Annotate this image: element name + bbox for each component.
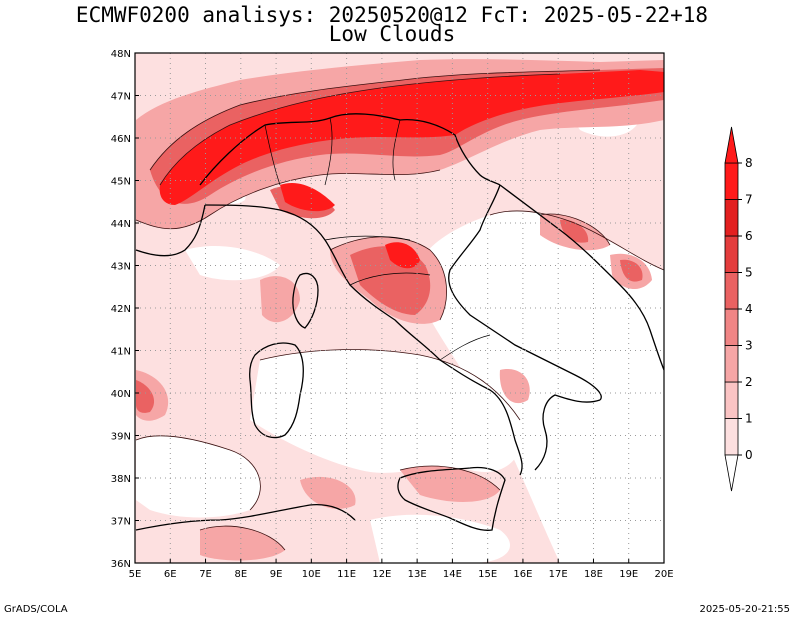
colorbar-label: 5 bbox=[745, 266, 753, 280]
lat-tick-label: 42N bbox=[111, 304, 131, 315]
colorbar-swatch bbox=[724, 272, 739, 310]
lon-tick-label: 16E bbox=[513, 569, 532, 580]
lat-tick-label: 41N bbox=[111, 347, 131, 358]
lat-tick-label: 38N bbox=[111, 474, 131, 485]
graticule bbox=[135, 53, 664, 563]
lon-tick-label: 13E bbox=[408, 569, 427, 580]
lat-tick-label: 46N bbox=[111, 134, 131, 145]
colorbar-label: 8 bbox=[745, 156, 753, 170]
colorbar-swatch bbox=[724, 418, 739, 456]
colorbar-swatch bbox=[724, 199, 739, 237]
lon-tick-label: 19E bbox=[619, 569, 638, 580]
lon-tick-label: 12E bbox=[372, 569, 391, 580]
lat-tick-label: 39N bbox=[111, 432, 131, 443]
lon-tick-label: 17E bbox=[549, 569, 568, 580]
lat-tick-label: 48N bbox=[111, 49, 131, 60]
colorbar-label: 0 bbox=[745, 448, 753, 462]
footer-credit: GrADS/COLA bbox=[4, 604, 68, 615]
colorbar-swatch bbox=[724, 235, 739, 273]
cloud-contours bbox=[135, 69, 664, 551]
lon-tick-label: 20E bbox=[654, 569, 673, 580]
lon-tick-label: 6E bbox=[164, 569, 177, 580]
colorbar-label: 2 bbox=[745, 375, 753, 389]
lat-tick-label: 37N bbox=[111, 517, 131, 528]
cloud-field bbox=[135, 53, 664, 563]
colorbar-swatch bbox=[724, 345, 739, 383]
longitude-axis: 5E 6E 7E 8E 9E 10E 11E 12E 13E 14E 15E 16E 17E 18E 19E… bbox=[129, 559, 674, 580]
colorbar: 0 1 2 3 4 5 6 7 8 bbox=[724, 126, 753, 492]
lat-tick-label: 43N bbox=[111, 262, 131, 273]
map-title: ECMWF0200 analisys: 20250520@12 FcT: 202… bbox=[75, 3, 709, 27]
colorbar-swatch bbox=[724, 162, 739, 200]
region-borders bbox=[264, 117, 491, 361]
lon-tick-label: 8E bbox=[234, 569, 247, 580]
lon-tick-label: 9E bbox=[270, 569, 283, 580]
lat-tick-label: 40N bbox=[111, 389, 131, 400]
lat-tick-label: 47N bbox=[111, 92, 131, 103]
latitude-axis: 48N 47N 46N 45N 44N 43N 42N 41N 40N 39N 38N 37N 36N bbox=[111, 49, 139, 570]
lon-tick-label: 5E bbox=[129, 569, 142, 580]
colorbar-label: 1 bbox=[745, 412, 753, 426]
colorbar-label: 7 bbox=[745, 193, 753, 207]
lon-tick-label: 14E bbox=[443, 569, 462, 580]
colorbar-label: 3 bbox=[745, 339, 753, 353]
colorbar-min-arrow bbox=[724, 454, 739, 492]
overcast-regions bbox=[159, 70, 664, 269]
colorbar-swatch bbox=[724, 381, 739, 419]
lat-tick-label: 44N bbox=[111, 219, 131, 230]
lon-tick-label: 11E bbox=[337, 569, 356, 580]
lat-tick-label: 36N bbox=[111, 559, 131, 570]
map-subtitle: Low Clouds bbox=[328, 22, 456, 46]
colorbar-label: 6 bbox=[745, 229, 753, 243]
lat-tick-label: 45N bbox=[111, 177, 131, 188]
lon-tick-label: 15E bbox=[478, 569, 497, 580]
lon-tick-label: 7E bbox=[199, 569, 212, 580]
lon-tick-label: 10E bbox=[302, 569, 321, 580]
colorbar-max-arrow bbox=[724, 126, 739, 164]
colorbar-swatch bbox=[724, 308, 739, 346]
lon-tick-label: 18E bbox=[584, 569, 603, 580]
footer-timestamp: 2025-05-20-21:55 bbox=[699, 604, 790, 615]
colorbar-label: 4 bbox=[745, 302, 753, 316]
